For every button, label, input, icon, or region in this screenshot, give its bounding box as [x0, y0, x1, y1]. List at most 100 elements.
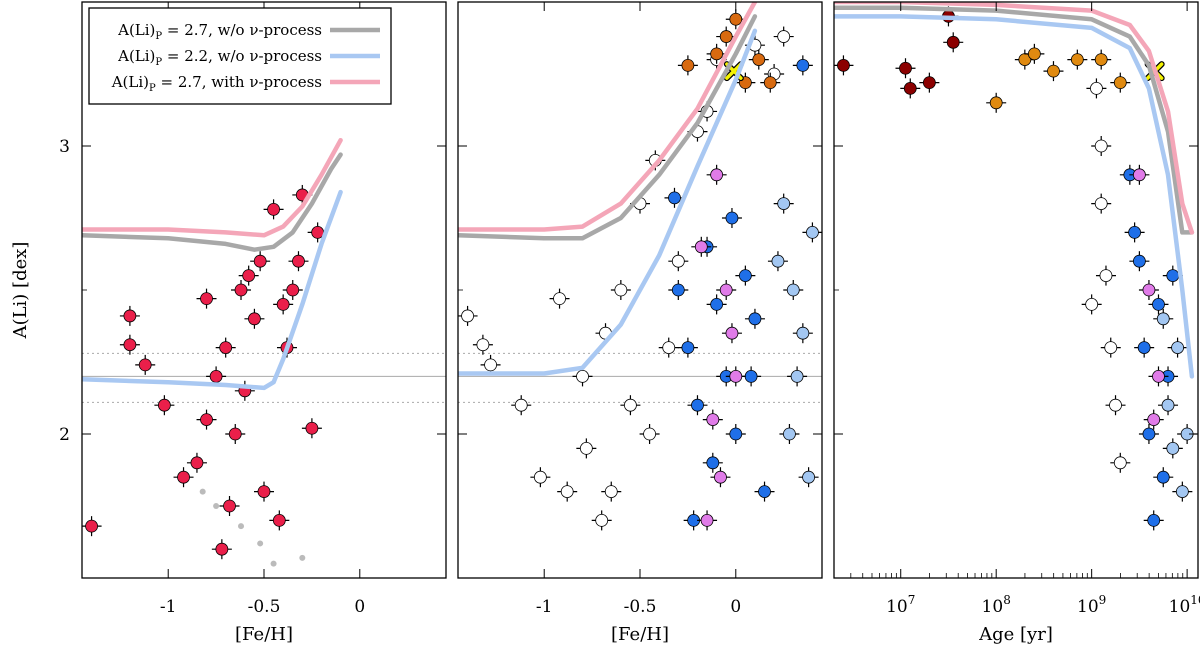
data-point [213, 503, 220, 509]
point-marker [710, 47, 724, 61]
point-marker [305, 421, 319, 435]
point-marker [1147, 514, 1161, 527]
scatter-points [82, 72, 328, 567]
point-marker [790, 369, 804, 383]
point-marker [710, 168, 724, 182]
point-marker [1094, 53, 1108, 66]
legend-label: A(Li)P = 2.7, w/o ν-process [117, 21, 322, 42]
point-marker [694, 240, 708, 254]
x-tick-label: -0.5 [624, 597, 657, 617]
data-point [269, 510, 290, 531]
scatter-points [834, 6, 1198, 531]
point-marker [576, 369, 589, 383]
point-marker [238, 523, 245, 530]
point-marker [802, 470, 815, 484]
data-point [895, 58, 916, 79]
legend-label: A(Li)P = 2.2, w/o ν-process [117, 47, 322, 68]
data-point [270, 560, 277, 567]
point-marker [228, 427, 242, 441]
point-marker [1147, 413, 1161, 427]
data-point [1124, 222, 1145, 243]
point-marker [85, 519, 98, 533]
data-point [725, 366, 746, 387]
data-point [282, 280, 303, 300]
data-point [668, 251, 689, 272]
point-marker [706, 456, 720, 470]
point-marker [1152, 369, 1165, 383]
point-marker [614, 283, 628, 297]
data-point [702, 409, 723, 430]
data-point [664, 187, 685, 208]
point-marker [777, 30, 791, 43]
data-point [1134, 337, 1155, 358]
data-point [1110, 72, 1131, 93]
x-tick-label: 108 [982, 593, 1011, 617]
data-point [943, 32, 964, 53]
point-marker [604, 485, 618, 499]
point-marker [1047, 64, 1060, 78]
point-marker [1175, 485, 1189, 499]
data-point [706, 43, 727, 64]
point-marker [725, 211, 739, 225]
point-marker [267, 202, 280, 216]
point-marker [671, 254, 685, 268]
point-marker [729, 369, 743, 383]
scatter-points [458, 9, 822, 531]
data-point [1105, 395, 1126, 416]
point-marker [123, 309, 137, 323]
data-point [620, 395, 641, 416]
point-marker [138, 358, 152, 372]
model-curve-0 [458, 14, 758, 241]
point-marker [257, 485, 271, 499]
data-point [716, 280, 737, 300]
model-curve-1 [834, 14, 1195, 379]
point-marker [989, 96, 1003, 110]
point-marker [796, 58, 810, 72]
data-point [721, 323, 742, 344]
data-point [1148, 366, 1169, 387]
data-point [299, 554, 306, 561]
point-marker [706, 413, 720, 427]
model-curve-0 [834, 5, 1195, 235]
point-marker [624, 398, 637, 412]
point-marker [257, 540, 264, 547]
point-marker [123, 338, 137, 352]
data-point [610, 280, 631, 300]
point-marker [771, 254, 785, 268]
point-marker [1085, 297, 1099, 311]
data-point [1138, 280, 1159, 300]
point-marker [681, 341, 695, 355]
point-marker [777, 197, 791, 211]
data-point [677, 55, 698, 76]
data-point [1067, 49, 1088, 70]
data-point [1091, 49, 1112, 70]
data-point [691, 236, 712, 257]
data-point [687, 395, 708, 416]
data-point [1100, 337, 1121, 358]
data-point [238, 523, 245, 530]
point-marker [719, 30, 733, 43]
data-point [779, 424, 800, 444]
data-point [1091, 136, 1112, 156]
model-curve-0 [82, 152, 343, 252]
point-marker [553, 292, 566, 306]
panel-right: 107 108 109 1010 [833, 1, 1200, 617]
point-marker [560, 485, 574, 499]
point-marker [700, 514, 714, 527]
point-marker [668, 191, 681, 205]
data-point [792, 323, 813, 344]
point-marker [1166, 269, 1180, 283]
data-point [196, 288, 217, 309]
panel-middle: -1 -0.5 0 [457, 1, 823, 617]
data-point [254, 481, 274, 502]
point-marker [215, 542, 229, 556]
data-point [658, 337, 679, 358]
data-point [231, 280, 252, 300]
point-marker [177, 470, 190, 484]
data-point [186, 452, 207, 473]
data-point [244, 308, 265, 329]
point-marker [1109, 398, 1122, 412]
data-point [1148, 294, 1169, 315]
y-axis-title: A(Li) [dex] [10, 242, 31, 340]
